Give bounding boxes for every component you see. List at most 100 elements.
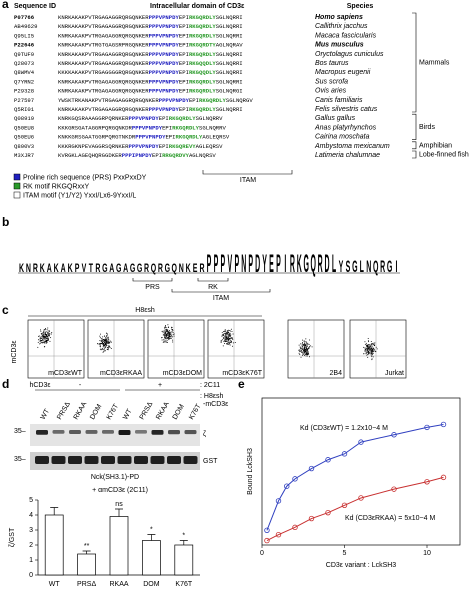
sequence-part: EPI [152, 152, 162, 159]
dot [301, 343, 303, 345]
dot [105, 341, 107, 343]
dot [374, 344, 376, 346]
dot [103, 338, 105, 340]
dot [104, 335, 106, 337]
dot [110, 341, 112, 343]
lane-label: RKAA [155, 401, 171, 421]
sequence-part: RKGQRDLY [189, 51, 216, 58]
sequence-part: EPI [179, 32, 189, 39]
dot [167, 334, 169, 336]
dot [311, 346, 313, 348]
dot [101, 347, 103, 349]
pulldown-label: Nck(SH3.1)-PD [91, 474, 139, 481]
dot [107, 346, 109, 348]
condition: - [79, 382, 82, 389]
dot [45, 339, 47, 341]
dot [166, 340, 168, 342]
blot-label: GST [203, 458, 218, 465]
sequence: KNRKAKAKPVTRGTGAGSRPRGQNKERPPPVPNPDYEPIR… [58, 42, 243, 49]
sequence: KNKKGRSGAATGGRPQRGTNKDRPPPVPNPDYEPIRKGQR… [58, 134, 230, 141]
logo-letter: A [109, 262, 114, 275]
dot [173, 333, 175, 335]
sequence-id: Q08919 [14, 115, 34, 122]
y-tick-label: 2 [29, 542, 33, 549]
sequence-part: PPPVPNPDY [149, 69, 180, 76]
dot [169, 333, 171, 335]
dot [39, 340, 41, 342]
dot [47, 338, 49, 340]
logo-letter: R [380, 256, 385, 276]
dot [46, 337, 48, 339]
dot [45, 340, 47, 342]
sequence-part: RKGQQDLY [189, 69, 216, 76]
dot [368, 351, 370, 353]
logo-letter: D [255, 249, 260, 278]
dot [44, 338, 46, 340]
dot [103, 345, 105, 347]
band [51, 456, 66, 464]
significance: ns [115, 501, 123, 508]
panel-letter: d [2, 377, 9, 391]
dot [307, 349, 309, 351]
dot [105, 337, 107, 339]
species: Ovis aries [315, 88, 347, 95]
dot [232, 345, 234, 347]
sequence-part: KNRKAKAKPVTRGAGAGGRQRGQNKER [58, 60, 149, 67]
group-label: Mammals [419, 60, 450, 67]
dot [167, 332, 169, 334]
species: Homo sapiens [315, 14, 363, 21]
sequence-part: RKGQRDLY [189, 32, 216, 39]
dot [370, 343, 372, 345]
dot [103, 344, 105, 346]
logo-letter: K [297, 249, 302, 278]
group-bracket [412, 12, 417, 113]
logo-letter: R [290, 249, 295, 278]
dot [303, 349, 305, 351]
band [117, 456, 132, 464]
significance: ** [84, 543, 90, 550]
dot [298, 349, 300, 351]
dot [301, 351, 303, 353]
dot [310, 345, 312, 347]
band [85, 430, 98, 434]
x-tick-label: 5 [343, 550, 347, 557]
dot [37, 341, 39, 343]
sequence-part: SGLNQRRI [216, 32, 243, 39]
dot [172, 329, 174, 331]
dot [45, 338, 47, 340]
dot [104, 350, 106, 352]
dot [99, 340, 101, 342]
species: Latimeria chalumnae [315, 152, 380, 159]
dot [107, 338, 109, 340]
logo-letter: R [318, 249, 323, 278]
dot [364, 341, 366, 343]
band [168, 430, 180, 435]
dot [303, 351, 305, 353]
sequence-part: PPPVPNPDY [149, 106, 180, 113]
dot [101, 339, 103, 341]
sequence-part: EPI [179, 88, 189, 95]
dot [222, 334, 224, 336]
dot [230, 339, 232, 341]
logo-letter: A [61, 262, 66, 275]
dot [164, 336, 166, 338]
dot [305, 353, 307, 355]
logo-letter: N [366, 256, 371, 276]
dot [301, 347, 303, 349]
logo-letter: N [26, 262, 31, 275]
logo-letter: R [95, 262, 100, 275]
fit-curve [266, 423, 444, 531]
dot [46, 335, 48, 337]
bar [44, 514, 64, 576]
dot [48, 329, 50, 331]
y-axis-label: mCD3ε [11, 341, 18, 364]
sequence-part: PPPVPNPDY [149, 14, 180, 21]
dot [301, 344, 303, 346]
x-tick-label: WT [49, 581, 61, 588]
sequence-id: P27597 [14, 97, 34, 104]
dot [40, 335, 42, 337]
dot [298, 344, 300, 346]
dot [41, 342, 43, 344]
band [52, 430, 65, 434]
logo-letter: Q [310, 249, 315, 278]
